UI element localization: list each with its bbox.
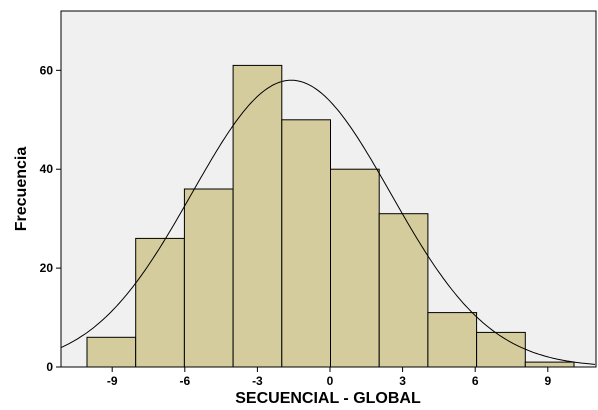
bars-group [86, 64, 575, 368]
y-tick-label: 0 [46, 360, 53, 374]
histogram-bar [281, 119, 331, 368]
x-tick-label: 0 [327, 374, 334, 388]
x-tick-label: 9 [544, 374, 551, 388]
x-tick-label: 3 [399, 374, 406, 388]
y-tick-label: 60 [40, 63, 54, 77]
x-tick-label: -3 [252, 374, 263, 388]
histogram-bar [476, 331, 526, 368]
histogram-bar [86, 336, 137, 368]
histogram-bar [330, 168, 380, 368]
histogram-bar [135, 237, 185, 368]
normal-curve [60, 79, 596, 365]
y-tick-label: 20 [40, 261, 54, 275]
x-tick-label: 6 [472, 374, 479, 388]
y-axis-title: Frecuencia [13, 147, 30, 232]
x-axis-title: SECUENCIAL - GLOBAL [235, 390, 421, 407]
x-tick-label: -6 [179, 374, 190, 388]
axes-group: -9 -6 -3 0 3 6 9 0 20 40 60 [40, 63, 552, 388]
y-tick-label: 40 [40, 162, 54, 176]
histogram-bar [524, 361, 575, 368]
histogram-bar [183, 188, 234, 368]
x-tick-label: -9 [107, 374, 118, 388]
histogram-bar [232, 64, 283, 368]
histogram-bar [378, 213, 429, 368]
histogram-bar [427, 312, 478, 368]
